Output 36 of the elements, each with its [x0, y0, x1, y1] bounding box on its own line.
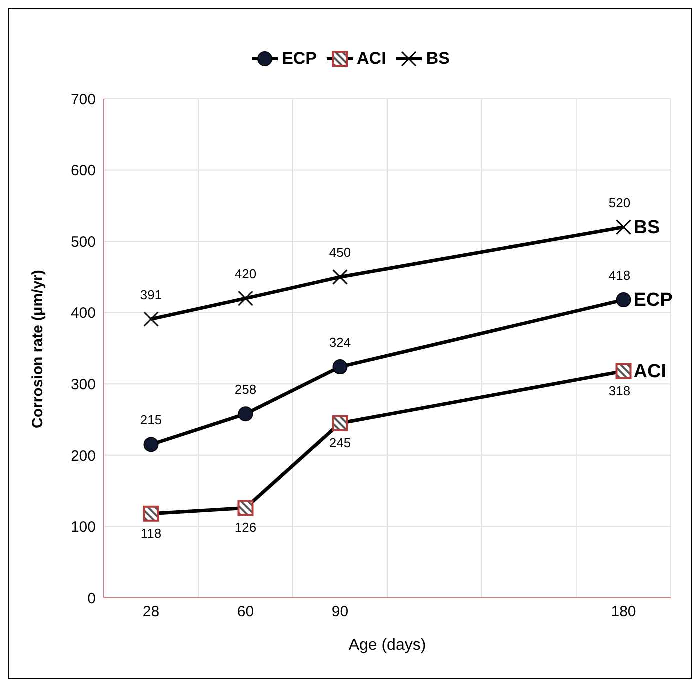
y-tick-label: 400: [70, 305, 96, 322]
x-tick-label: 180: [611, 604, 636, 621]
legend-label: ACI: [357, 49, 386, 69]
y-tick-label: 0: [88, 590, 96, 608]
data-label: 450: [329, 245, 352, 260]
x-tick-label: 90: [332, 604, 349, 621]
y-axis-title: Corrosion rate (μm/yr): [29, 270, 46, 428]
x-tick-label: 60: [237, 604, 254, 621]
data-label: 318: [608, 383, 631, 398]
data-label: 391: [140, 287, 162, 302]
point: [616, 292, 632, 308]
legend-label: ECP: [282, 49, 318, 69]
data-label: 418: [608, 268, 631, 284]
text: ECP: [634, 290, 673, 312]
data-label: 245: [329, 435, 352, 450]
legend-label: BS: [426, 49, 450, 69]
point: [144, 437, 159, 452]
point: [332, 360, 348, 375]
y-tick-label: 500: [70, 234, 96, 251]
y-tick-label: 200: [70, 448, 96, 465]
y-tick-label: 600: [70, 162, 96, 180]
point: [238, 406, 254, 422]
data-label: 126: [234, 520, 257, 536]
text: ACI: [634, 361, 666, 382]
x-tick-label: 28: [142, 604, 160, 621]
data-label: 215: [140, 412, 162, 428]
x-axis-title: Age (days): [348, 637, 426, 654]
data-label: 118: [140, 526, 162, 541]
y-tick-label: 700: [70, 91, 96, 108]
data-label: 258: [234, 382, 257, 398]
data-label: 520: [608, 195, 631, 210]
data-label: 324: [329, 335, 352, 350]
y-tick-label: 300: [70, 376, 96, 394]
y-tick-label: 100: [70, 519, 96, 536]
data-label: 420: [234, 266, 257, 282]
text: BS: [634, 217, 660, 238]
